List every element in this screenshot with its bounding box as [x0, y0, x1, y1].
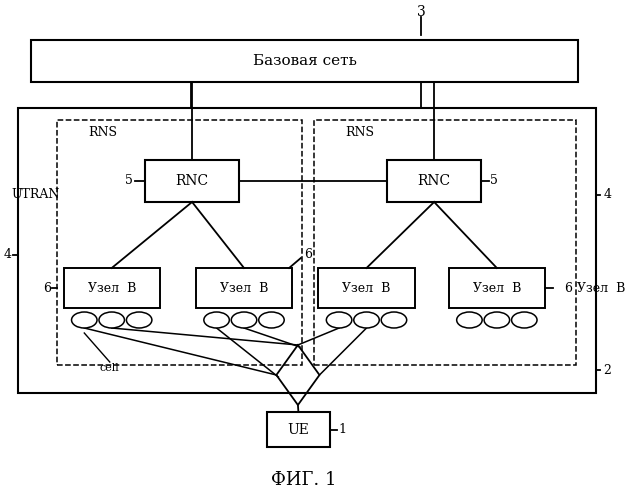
Text: 2: 2: [603, 364, 610, 376]
Text: RNS: RNS: [345, 126, 374, 140]
Text: Узел  B: Узел B: [473, 282, 521, 294]
Ellipse shape: [381, 312, 407, 328]
Text: Узел  B: Узел B: [577, 282, 625, 294]
Bar: [145, 160, 239, 202]
Text: 6: 6: [565, 282, 573, 294]
Bar: [31, 40, 578, 82]
Ellipse shape: [457, 312, 482, 328]
Bar: [57, 120, 302, 365]
Text: RNS: RNS: [88, 126, 117, 140]
Bar: [266, 412, 330, 447]
Text: 5: 5: [490, 174, 498, 188]
Ellipse shape: [72, 312, 97, 328]
Ellipse shape: [259, 312, 284, 328]
Text: Базовая сеть: Базовая сеть: [253, 54, 357, 68]
Text: UTRAN: UTRAN: [11, 188, 60, 202]
Bar: [196, 268, 292, 308]
Text: ФИГ. 1: ФИГ. 1: [271, 471, 337, 489]
Text: 5: 5: [126, 174, 133, 188]
Text: 3: 3: [417, 5, 426, 19]
Text: cell: cell: [100, 363, 120, 373]
Ellipse shape: [231, 312, 257, 328]
Text: Узел  B: Узел B: [342, 282, 391, 294]
Text: Узел  B: Узел B: [220, 282, 268, 294]
Ellipse shape: [126, 312, 152, 328]
Ellipse shape: [99, 312, 124, 328]
Ellipse shape: [484, 312, 509, 328]
Text: RNC: RNC: [175, 174, 208, 188]
Bar: [387, 160, 481, 202]
Text: 1: 1: [338, 423, 346, 436]
Text: 6: 6: [304, 248, 311, 262]
Text: 4: 4: [4, 248, 12, 262]
Ellipse shape: [327, 312, 352, 328]
Ellipse shape: [204, 312, 229, 328]
Text: 6: 6: [43, 282, 51, 294]
Text: Узел  B: Узел B: [87, 282, 136, 294]
Ellipse shape: [512, 312, 537, 328]
Bar: [63, 268, 160, 308]
Bar: [18, 108, 596, 393]
Text: RNC: RNC: [418, 174, 451, 188]
Text: 4: 4: [604, 188, 612, 202]
Ellipse shape: [354, 312, 379, 328]
Bar: [313, 120, 577, 365]
Text: UE: UE: [288, 422, 310, 436]
Bar: [449, 268, 545, 308]
Bar: [318, 268, 414, 308]
